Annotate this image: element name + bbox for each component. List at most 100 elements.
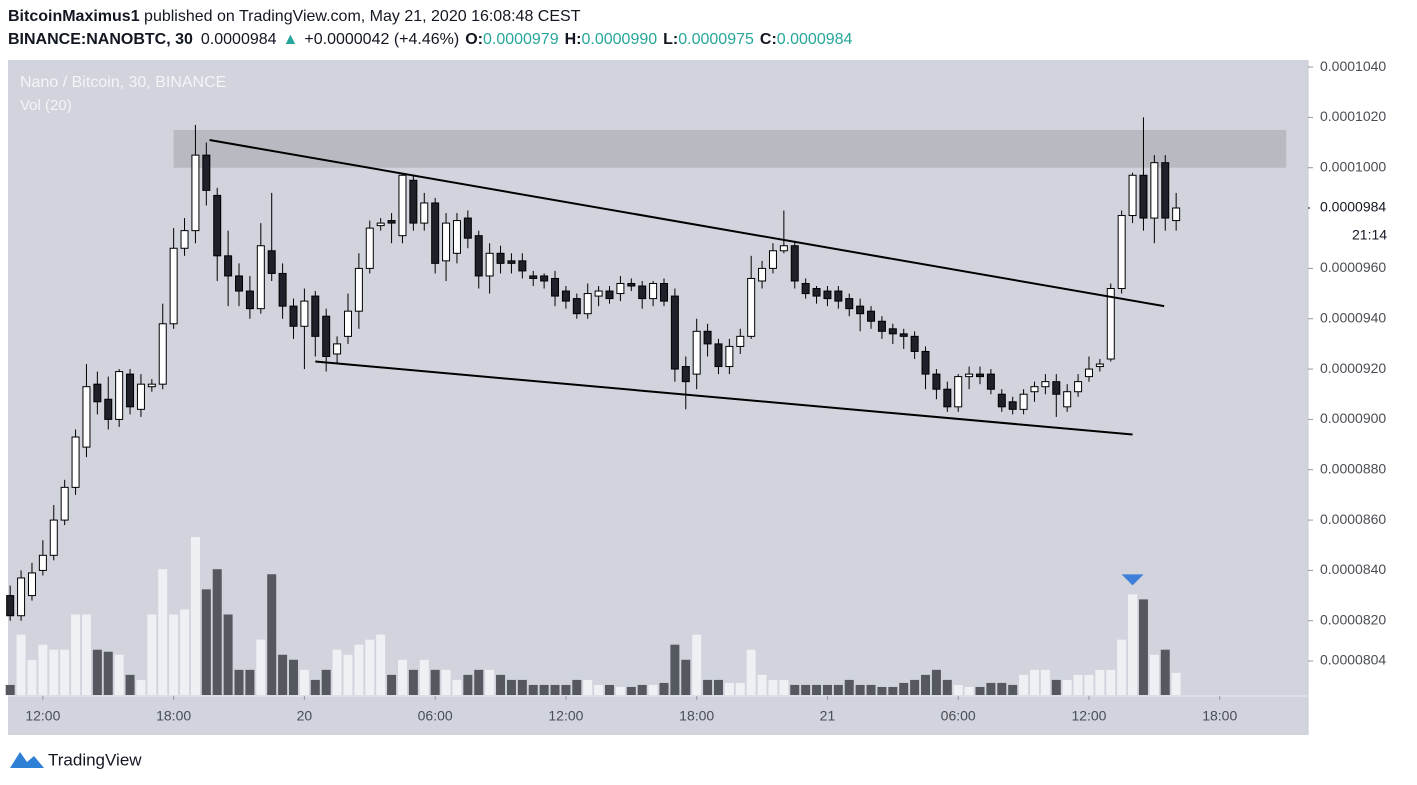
volume-bar [605, 684, 615, 695]
candle-body [17, 577, 26, 617]
candle-body [823, 290, 832, 300]
volume-bar [942, 679, 952, 695]
volume-bar [692, 634, 702, 695]
h-label: H: [565, 31, 582, 48]
candle-body [932, 373, 941, 390]
candle-body [387, 220, 396, 224]
volume-bar [539, 684, 549, 695]
y-tick-label: 0.0000960 [1320, 259, 1386, 275]
volume-bar [572, 679, 582, 695]
y-tick-label: 0.0000820 [1320, 611, 1386, 627]
candle-body [322, 315, 331, 357]
x-tick-label: 12:00 [1071, 708, 1106, 724]
price: 0.0000984 [201, 31, 277, 48]
volume-bar [724, 682, 734, 695]
change: +0.0000042 (+4.46%) [304, 31, 459, 48]
y-tick-label: 0.0001020 [1320, 108, 1386, 124]
candle-body [627, 282, 636, 287]
candle-body [921, 350, 930, 375]
candle-body [856, 305, 865, 315]
volume-bar [27, 659, 37, 695]
volume-bar [1084, 674, 1094, 695]
x-tick-label: 12:00 [25, 708, 60, 724]
volume-bar [1128, 594, 1138, 695]
candle-body [867, 310, 876, 322]
candle-body [529, 275, 538, 279]
volume-bar [1138, 599, 1148, 695]
candle-body [289, 305, 298, 327]
candle-body [245, 290, 254, 310]
volume-bar [877, 686, 887, 695]
candle-body [256, 245, 265, 310]
volume-bar [430, 669, 440, 695]
volume-bar [997, 682, 1007, 695]
volume-bar [953, 684, 963, 695]
h: 0.0000990 [582, 31, 658, 48]
candle-body [768, 250, 777, 269]
candle-body [736, 335, 745, 347]
y-tick-label: 0.0001000 [1320, 158, 1386, 174]
x-tick-label: 06:00 [418, 708, 453, 724]
candle-body [1128, 174, 1137, 217]
volume-bar [299, 669, 309, 695]
candle-body [834, 290, 843, 302]
volume-bar [594, 684, 604, 695]
volume-bar [1171, 672, 1181, 695]
candle-body [1106, 288, 1115, 360]
volume-bar [703, 679, 713, 695]
volume-bar [180, 609, 190, 695]
l-label: L: [663, 31, 678, 48]
volume-bar [452, 679, 462, 695]
volume-bar [779, 679, 789, 695]
x-tick-label: 18:00 [679, 708, 714, 724]
published: published on TradingView.com, May 21, 20… [140, 8, 581, 25]
volume-bar [1019, 674, 1029, 695]
l: 0.0000975 [678, 31, 754, 48]
volume-bar [866, 684, 876, 695]
volume-bar [1149, 654, 1159, 695]
volume-bar [485, 669, 495, 695]
volume-bar [5, 684, 15, 695]
volume-bar [60, 649, 70, 695]
volume-bar [822, 684, 832, 695]
countdown: 21:14 [1352, 227, 1387, 243]
candle-body [986, 373, 995, 390]
volume-bar [92, 649, 102, 695]
candle-body [1041, 381, 1050, 388]
candle-body [278, 272, 287, 307]
candle-body [681, 366, 690, 383]
candle-body [27, 572, 36, 597]
candle-body [551, 277, 560, 297]
volume-bar [681, 659, 691, 695]
volume-bar [463, 674, 473, 695]
volume-bar [441, 669, 451, 695]
countdown-box [1344, 225, 1394, 246]
candle-body [507, 260, 516, 264]
footer-brand: TradingView [48, 750, 142, 769]
y-tick-label: 0.0000940 [1320, 309, 1386, 325]
published-line: BitcoinMaximus1 published on TradingView… [8, 8, 581, 25]
volume-bar [1073, 674, 1083, 695]
candle-body [147, 383, 156, 388]
candle-body [1074, 381, 1083, 393]
volume-bar [343, 654, 353, 695]
volume-bar [801, 684, 811, 695]
candle-body [518, 260, 527, 272]
candle-body [224, 255, 233, 277]
candle-body [235, 275, 244, 292]
volume-bar [376, 634, 386, 695]
volume-bar [1095, 669, 1105, 695]
candle-body [1139, 174, 1148, 219]
volume-bar [387, 674, 397, 695]
candle-body [6, 595, 15, 617]
candle-body [442, 222, 451, 262]
candle-body [659, 282, 668, 302]
x-tick-label: 06:00 [941, 708, 976, 724]
volume-bar [986, 682, 996, 695]
volume-bar [190, 537, 200, 695]
candle-body [420, 202, 429, 224]
volume-bar [419, 659, 429, 695]
x-tick-label: 18:00 [156, 708, 191, 724]
volume-bar [332, 649, 342, 695]
volume-bar [103, 651, 113, 695]
